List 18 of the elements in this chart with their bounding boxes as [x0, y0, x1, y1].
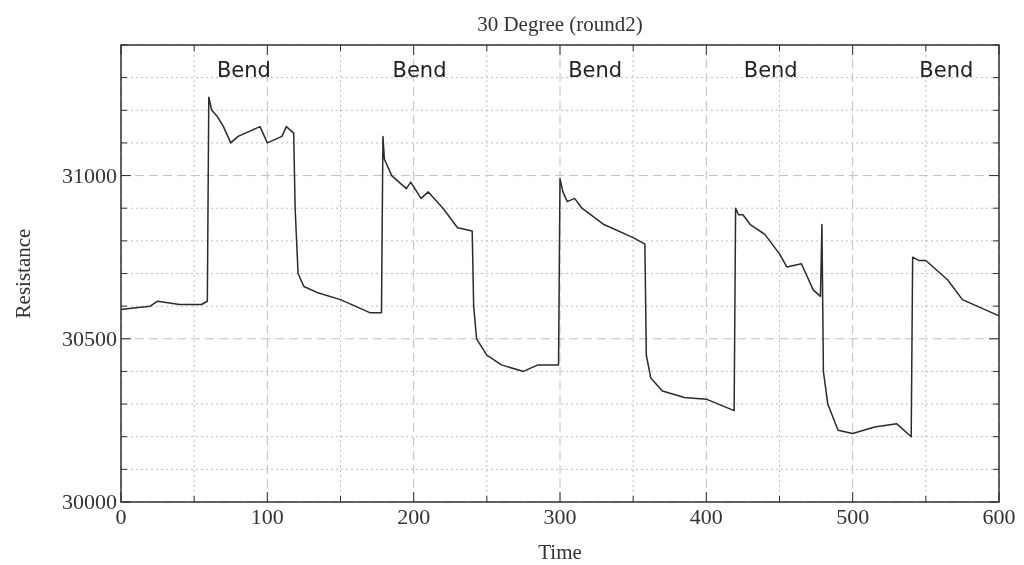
y-axis-title: Resistance [11, 228, 35, 319]
y-tick-label: 31000 [62, 162, 117, 188]
x-tick-label: 0 [115, 504, 127, 529]
x-tick-label: 100 [250, 504, 284, 529]
x-tick-label: 400 [689, 504, 723, 529]
annotation: Bend [743, 58, 798, 82]
x-tick-label: 500 [836, 504, 870, 529]
x-tick-label: 300 [543, 504, 577, 529]
annotation: Bend [392, 58, 447, 82]
y-tick-label: 30500 [62, 325, 117, 351]
y-tick-label: 30000 [62, 489, 117, 514]
chart-title: 30 Degree (round2) [477, 12, 643, 36]
x-tick-label: 600 [982, 504, 1016, 529]
annotation: Bend [919, 58, 974, 82]
x-tick-label: 200 [397, 504, 431, 529]
annotation: Bend [216, 58, 271, 82]
annotation: Bend [568, 58, 623, 82]
x-axis-title: Time [538, 540, 582, 564]
